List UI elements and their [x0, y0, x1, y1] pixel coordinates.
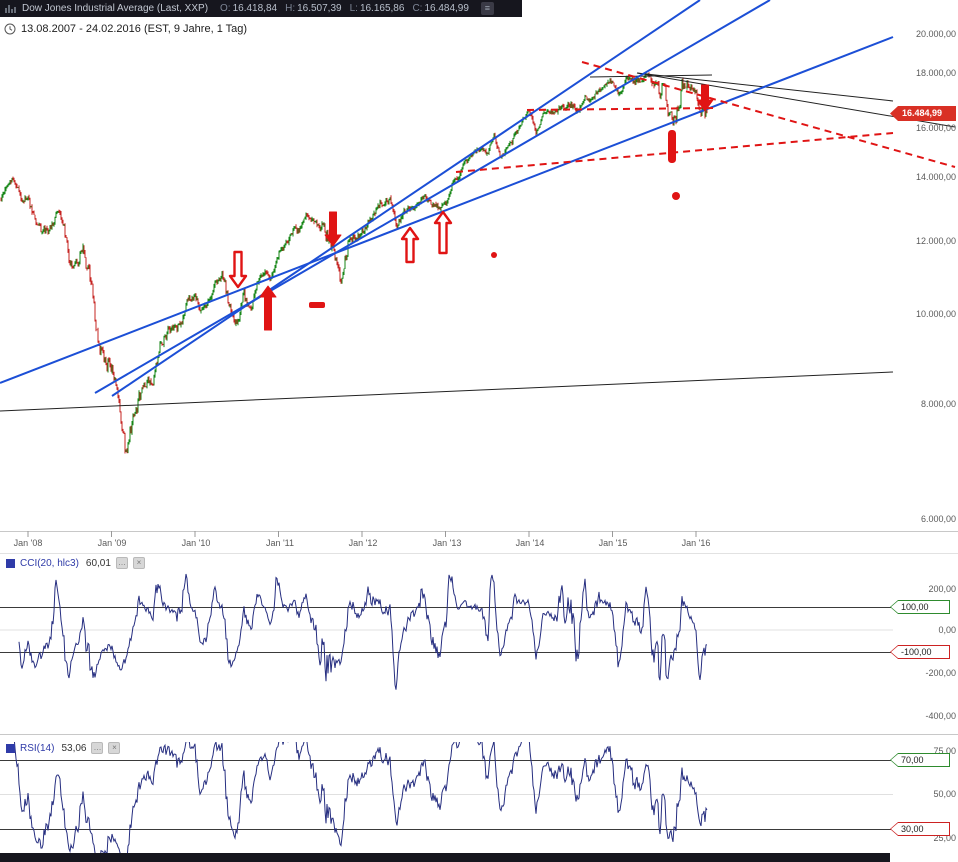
rsi-close-button[interactable]: ×	[108, 742, 121, 754]
cci-value: 60,01	[85, 557, 111, 569]
time-tick: Jan '10	[181, 538, 211, 548]
cci-tick: -200,00	[925, 668, 956, 678]
time-tick: Jan '09	[97, 538, 127, 548]
chart-icon	[5, 4, 16, 13]
open-value: 16.418,84	[232, 3, 278, 14]
cci-label[interactable]: CCI(20, hlc3)	[20, 557, 79, 569]
cci-tick: 0,00	[938, 625, 956, 635]
instrument-title: Dow Jones Industrial Average (Last, XXP)	[22, 3, 209, 14]
rsi-settings-button[interactable]: …	[91, 742, 104, 754]
tag-text: 30,00	[891, 823, 949, 835]
time-tick: Jan '12	[348, 538, 378, 548]
price-tick: 14.000,00	[915, 172, 956, 182]
low-value: 16.165,86	[359, 3, 405, 14]
high-value: 16.507,39	[297, 3, 342, 14]
cci-upper-band-tag: 100,00	[890, 600, 950, 614]
time-tick: Jan '13	[432, 538, 462, 548]
price-tick: 16.000,00	[915, 123, 956, 133]
cci-lower-band-tag: -100,00	[890, 645, 950, 659]
rsi-tick: 50,00	[933, 789, 956, 799]
time-tick: Jan '08	[13, 538, 43, 548]
price-tick: 8.000,00	[920, 399, 956, 409]
rsi-tick: 25,00	[933, 833, 956, 843]
ohlc-readout: O: 16.418,84 H: 16.507,39 L: 16.165,86 C: 16…	[220, 3, 469, 14]
current-price-tag: 16.484,99	[890, 106, 956, 121]
date-range-text: 13.08.2007 - 24.02.2016 (EST, 9 Jahre, 1…	[21, 23, 248, 35]
rsi-upper-band-tag: 70,00	[890, 753, 950, 767]
cci-series-color-chip	[6, 558, 15, 568]
clock-icon	[4, 23, 16, 35]
rsi-label[interactable]: RSI(14)	[20, 742, 55, 754]
price-tick: 12.000,00	[915, 236, 956, 246]
close-label: C:	[412, 3, 423, 14]
chart-titlebar[interactable]: Dow Jones Industrial Average (Last, XXP)…	[0, 0, 522, 17]
tag-text: 100,00	[891, 601, 949, 613]
rsi-lower-band-tag: 30,00	[890, 822, 950, 836]
price-tick: 6.000,00	[920, 514, 956, 524]
high-label: H:	[285, 3, 296, 14]
cci-close-button[interactable]: ×	[132, 557, 145, 569]
price-tick: 18.000,00	[915, 68, 956, 78]
cci-tick: -400,00	[925, 711, 956, 721]
price-tick: 10.000,00	[915, 309, 956, 319]
low-label: L:	[349, 3, 358, 14]
rsi-series-color-chip	[6, 743, 15, 753]
close-value: 16.484,99	[424, 3, 469, 14]
open-label: O:	[220, 3, 231, 14]
cci-tick: 200,00	[928, 584, 956, 594]
time-tick: Jan '11	[265, 538, 295, 548]
cci-settings-button[interactable]: …	[115, 557, 128, 569]
tag-text: -100,00	[891, 646, 949, 658]
price-tick: 20.000,00	[915, 29, 956, 39]
time-tick: Jan '15	[598, 538, 628, 548]
rsi-header: RSI(14) 53,06 … ×	[6, 741, 121, 755]
time-tick: Jan '14	[515, 538, 545, 548]
cci-header: CCI(20, hlc3) 60,01 … ×	[6, 556, 145, 570]
tag-text: 70,00	[891, 754, 949, 766]
date-range-row: 13.08.2007 - 24.02.2016 (EST, 9 Jahre, 1…	[4, 23, 247, 35]
bottom-toolbar	[0, 853, 890, 862]
time-tick: Jan '16	[681, 538, 711, 548]
titlebar-menu-button[interactable]: ≡	[480, 2, 494, 15]
rsi-value: 53,06	[61, 742, 87, 754]
rsi-tick: 75,00	[933, 746, 956, 756]
